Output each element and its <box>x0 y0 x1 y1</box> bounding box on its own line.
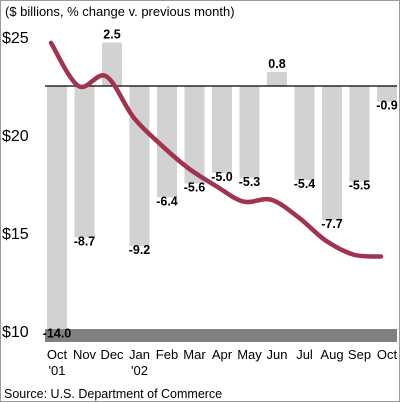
x-tick-label-0: Oct <box>47 347 68 362</box>
bar-3 <box>129 86 150 247</box>
source-note: Source: U.S. Department of Commerce <box>4 387 222 401</box>
bar-4 <box>157 86 177 198</box>
bar-label-4: -6.4 <box>156 194 178 208</box>
bar-label-12: -0.9 <box>376 99 398 113</box>
bar-label-3: -9.2 <box>129 243 151 257</box>
bar-label-9: -5.4 <box>294 177 316 191</box>
x-tick-label-7: May <box>237 347 262 362</box>
x-tick-label-8: Jun <box>267 347 288 362</box>
bar-10 <box>322 86 342 220</box>
y-tick-label-2: $20 <box>2 128 29 145</box>
x-tick-label-3: Jan <box>129 347 150 362</box>
bar-5 <box>184 86 205 184</box>
bar-label-5: -5.6 <box>184 180 206 194</box>
y-tick-label-0: $10 <box>2 324 29 341</box>
x-tick-label-12: Oct <box>377 347 398 362</box>
bar-6 <box>212 86 232 173</box>
chart-subtitle: ($ billions, % change v. previous month) <box>5 4 235 19</box>
bar-label-10: -7.7 <box>321 217 343 231</box>
x-tick-label-9: Jul <box>296 347 313 362</box>
series-line <box>48 40 384 259</box>
x-tick-label-11: Sep <box>348 347 371 362</box>
x-tick-label-4: Feb <box>156 347 178 362</box>
bar-label-7: -5.3 <box>239 175 261 189</box>
x-tick-label-5: Mar <box>183 347 206 362</box>
bar-1 <box>74 86 95 238</box>
bar-label-2: 2.5 <box>103 28 120 42</box>
bar-0 <box>47 86 67 330</box>
x-tick-label-10: Aug <box>320 347 343 362</box>
x-tick-label-2: Dec <box>100 347 124 362</box>
bar-8 <box>267 72 287 86</box>
y-tick-label-3: $25 <box>2 30 29 47</box>
bar-label-11: -5.5 <box>349 179 371 193</box>
bar-11 <box>349 86 370 182</box>
bar-12 <box>377 86 397 102</box>
x-tick-label-1: Nov <box>73 347 97 362</box>
x-axis-band <box>45 329 397 342</box>
bar-label-0: -14.0 <box>43 327 72 341</box>
bar-label-1: -8.7 <box>74 234 96 248</box>
y-tick-label-1: $15 <box>2 226 29 243</box>
bar-9 <box>294 86 315 180</box>
x-tick-year-3: '02 <box>131 363 148 378</box>
bar-label-8: 0.8 <box>268 57 285 71</box>
bar-label-6: -5.0 <box>211 170 233 184</box>
x-tick-year-0: '01 <box>49 363 66 378</box>
bar-7 <box>239 86 260 179</box>
x-tick-label-6: Apr <box>212 347 233 362</box>
